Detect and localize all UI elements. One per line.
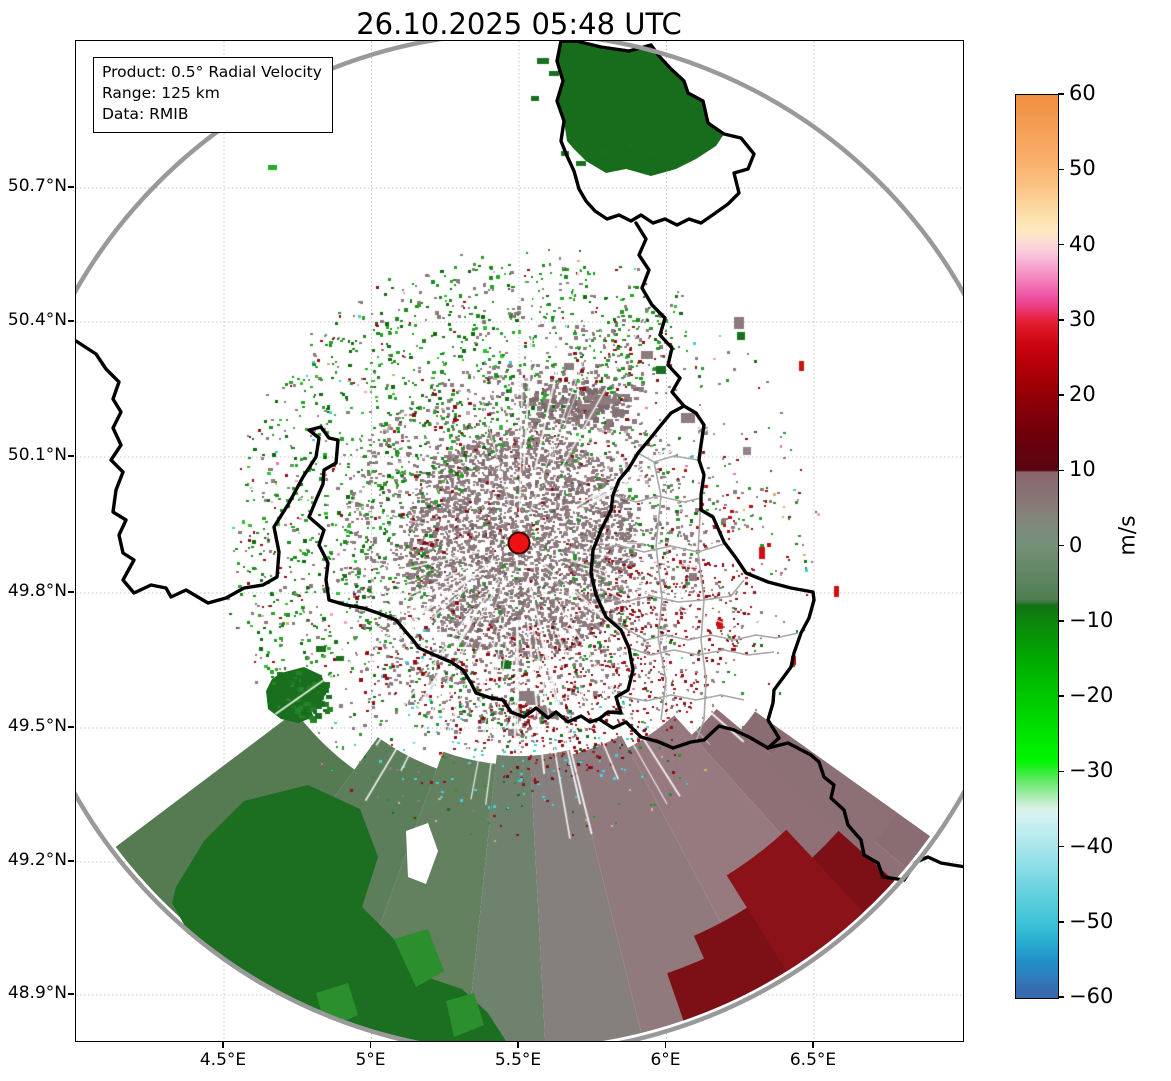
y-axis-tick-label: 49.8°N bbox=[7, 581, 67, 601]
radar-marker bbox=[507, 531, 531, 555]
y-axis-tick-mark bbox=[67, 860, 74, 862]
y-axis-tick-mark bbox=[67, 186, 74, 188]
info-data-source: Data: RMIB bbox=[102, 105, 189, 124]
x-axis-tick-label: 4.5°E bbox=[199, 1050, 247, 1070]
y-axis-tick-mark bbox=[67, 591, 74, 593]
country-borders bbox=[76, 41, 963, 882]
y-axis-tick-label: 50.4°N bbox=[7, 310, 67, 330]
x-axis-tick-label: 6°E bbox=[650, 1050, 681, 1070]
colorbar-tick-mark bbox=[1058, 394, 1064, 396]
y-axis-tick-label: 49.2°N bbox=[7, 850, 67, 870]
x-axis-tick-mark bbox=[222, 1041, 224, 1048]
y-axis-tick-label: 48.9°N bbox=[7, 983, 67, 1003]
colorbar-tick-mark bbox=[1058, 695, 1064, 697]
colorbar-tick-label: −50 bbox=[1069, 908, 1114, 933]
colorbar-tick-mark bbox=[1058, 996, 1064, 998]
colorbar-tick-label: −10 bbox=[1069, 607, 1114, 632]
info-product: Product: 0.5° Radial Velocity bbox=[102, 63, 322, 81]
colorbar-tick-mark bbox=[1058, 168, 1064, 170]
colorbar-tick-mark bbox=[1058, 93, 1064, 95]
x-axis-tick-mark bbox=[369, 1041, 372, 1048]
colorbar-tick-mark bbox=[1058, 770, 1064, 772]
map-plot: Product: 0.5° Radial Velocity Range: 125… bbox=[75, 40, 964, 1042]
x-axis-tick-label: 5.5°E bbox=[494, 1050, 542, 1070]
colorbar-tick-mark bbox=[1058, 544, 1064, 547]
colorbar-tick-mark bbox=[1058, 921, 1064, 923]
x-axis-tick-label: 6.5°E bbox=[789, 1050, 837, 1070]
colorbar-tick-label: 60 bbox=[1069, 81, 1096, 105]
x-axis-tick-label: 5°E bbox=[355, 1050, 386, 1070]
y-axis-tick-label: 50.1°N bbox=[7, 445, 67, 465]
map-borders-layer bbox=[76, 41, 963, 1041]
colorbar-tick-label: 10 bbox=[1069, 457, 1096, 482]
colorbar-tick-label: 20 bbox=[1069, 382, 1096, 406]
colorbar-tick-mark bbox=[1058, 319, 1064, 321]
info-range: Range: 125 km bbox=[102, 84, 220, 103]
y-axis-tick-label: 50.7°N bbox=[7, 176, 67, 196]
colorbar-tick-label: 50 bbox=[1069, 156, 1096, 181]
y-axis-tick-mark bbox=[67, 320, 74, 322]
colorbar-tick-mark bbox=[1058, 469, 1064, 471]
colorbar-tick-label: −30 bbox=[1069, 758, 1114, 783]
y-axis-tick-mark bbox=[67, 455, 74, 457]
colorbar-tick-mark bbox=[1058, 243, 1064, 246]
x-axis-tick-mark bbox=[812, 1041, 814, 1048]
colorbar-tick-mark bbox=[1058, 845, 1064, 848]
y-axis-tick-mark bbox=[67, 726, 74, 728]
province-borders bbox=[592, 452, 799, 742]
colorbar-tick-label: 30 bbox=[1069, 306, 1096, 331]
plot-title: 26.10.2025 05:48 UTC bbox=[356, 7, 682, 41]
colorbar bbox=[1015, 94, 1059, 999]
colorbar-tick-label: −60 bbox=[1069, 984, 1114, 1008]
y-axis-tick-mark bbox=[67, 993, 74, 995]
colorbar-tick-label: 0 bbox=[1069, 532, 1083, 557]
colorbar-unit-label: m/s bbox=[1115, 515, 1141, 556]
colorbar-tick-label: 40 bbox=[1069, 231, 1096, 256]
colorbar-tick-mark bbox=[1058, 620, 1064, 622]
x-axis-tick-mark bbox=[664, 1041, 667, 1048]
colorbar-tick-label: −20 bbox=[1069, 683, 1114, 707]
info-box: Product: 0.5° Radial Velocity Range: 125… bbox=[93, 57, 333, 133]
colorbar-gradient bbox=[1016, 95, 1058, 998]
x-axis-tick-mark bbox=[517, 1041, 519, 1048]
y-axis-tick-label: 49.5°N bbox=[7, 716, 67, 736]
colorbar-tick-label: −40 bbox=[1069, 833, 1114, 858]
